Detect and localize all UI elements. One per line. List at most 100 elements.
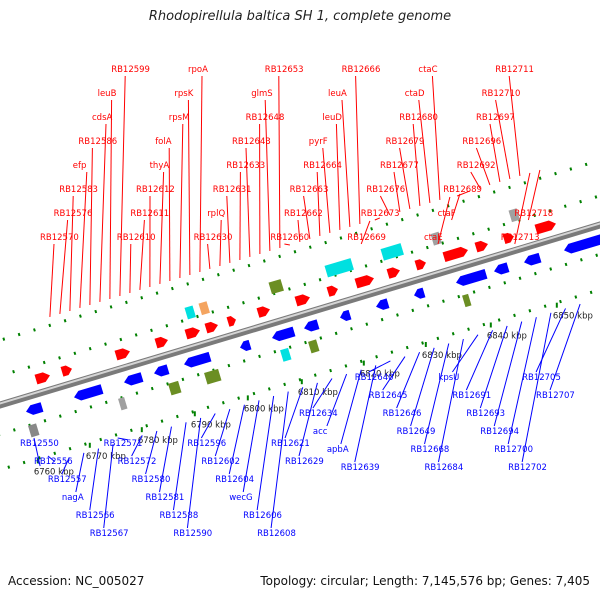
gene-label-leader: [355, 75, 361, 224]
feature-block: [204, 368, 222, 385]
gene-label: acc: [313, 427, 328, 437]
gene-label-leader: [89, 448, 99, 511]
gene-label-leader: [75, 452, 85, 493]
gene-label: RB12567: [90, 529, 129, 539]
gene-label-leader: [49, 243, 55, 317]
gene-label: ctaD: [405, 89, 425, 99]
gene-label: RB12608: [257, 529, 296, 539]
scale-label: 6770 kbp: [86, 452, 126, 462]
gene-label-leader: [239, 171, 241, 260]
gene-label: RB12599: [111, 65, 150, 75]
reverse-gene: [414, 287, 426, 299]
gene-label-leader: [322, 147, 331, 233]
feature-block: [198, 301, 210, 316]
gene-label-leader: [475, 147, 491, 186]
gene-label: RB12612: [136, 185, 175, 195]
gene-label: RB12588: [159, 511, 198, 521]
gene-label-leader: [256, 395, 275, 511]
gene-label-leader: [312, 378, 333, 409]
gene-label: RB12645: [369, 391, 408, 401]
gene-label-leader: [69, 195, 74, 311]
gene-label: RB12684: [424, 463, 463, 473]
gene-label-leader: [340, 369, 362, 445]
gene-label-leader: [119, 75, 126, 296]
gene-label: leuD: [322, 113, 342, 123]
gene-label: RB12668: [411, 445, 450, 455]
gene-label: RB12556: [34, 457, 73, 467]
gene-label: apbA: [327, 445, 349, 455]
gene-label: RB12705: [522, 373, 561, 383]
reverse-gene: [240, 339, 252, 351]
gene-label-leader: [278, 75, 281, 248]
gene-label: cdsA: [92, 113, 112, 123]
forward-gene: [326, 285, 338, 297]
feature-block: [280, 347, 292, 362]
gene-label: pyrF: [309, 137, 328, 147]
gene-label-leader: [396, 352, 421, 409]
gene-label-leader: [479, 325, 508, 409]
gene-label: RB12713: [501, 233, 540, 243]
gene-label-leader: [412, 123, 421, 206]
scale-label: 6780 kbp: [138, 436, 178, 446]
gene-label: RB12696: [462, 137, 501, 147]
forward-gene: [534, 220, 556, 235]
forward-gene: [60, 365, 72, 377]
gene-label: RB12680: [399, 113, 438, 123]
gene-label-leader: [368, 360, 391, 373]
reverse-gene: [154, 364, 170, 377]
gene-label-leader: [507, 317, 537, 445]
gene-label: rpoA: [188, 65, 208, 75]
reverse-gene: [456, 269, 488, 286]
feature-block: [184, 305, 196, 320]
gene-label-leader: [99, 123, 107, 302]
gene-label: RB12664: [303, 161, 342, 171]
gene-label-leader: [354, 365, 377, 463]
gene-label: leuA: [328, 89, 347, 99]
gene-label-leader: [129, 243, 132, 293]
gene-label-leader: [219, 219, 222, 266]
gene-label: RB12570: [40, 233, 79, 243]
gene-label: ctaF: [438, 209, 456, 219]
gene-label: RB12718: [514, 209, 553, 219]
gene-label: kpsU: [438, 373, 459, 383]
gene-label: RB12711: [495, 65, 534, 75]
gene-label-leader: [326, 373, 348, 427]
gene-label-leader: [284, 243, 290, 246]
feature-block: [508, 208, 520, 223]
gene-label: rpsM: [169, 113, 190, 123]
gene-label: RB12602: [201, 457, 240, 467]
gene-label: RB12677: [380, 161, 419, 171]
gene-label: RB12572: [118, 457, 157, 467]
gene-label: RB12660: [270, 233, 309, 243]
forward-gene: [184, 327, 200, 340]
gene-label-leader: [61, 457, 70, 475]
gene-label: RB12633: [226, 161, 265, 171]
gene-label-leader: [316, 171, 321, 236]
gene-label: RB12610: [117, 233, 156, 243]
gene-label-leader: [418, 99, 431, 204]
backbone-highlight: [0, 222, 600, 405]
scale-label: 6790 kbp: [191, 420, 231, 430]
feature-block: [430, 231, 442, 246]
gene-label-leader: [89, 147, 93, 305]
gene-label: RB12550: [20, 439, 59, 449]
scale-label: 6840 kbp: [487, 331, 527, 341]
accession-text: Accession: NC_005027: [8, 574, 145, 588]
feature-block: [380, 243, 404, 261]
gene-label: RB12606: [243, 511, 282, 521]
gene-label-leader: [431, 75, 441, 200]
forward-gene: [442, 246, 468, 262]
gene-label: RB12669: [347, 233, 386, 243]
genome-summary-text: Topology: circular; Length: 7,145,576 bp…: [260, 574, 590, 588]
gene-label-leader: [298, 382, 318, 457]
gene-label: RB12639: [341, 463, 380, 473]
gene-label-leader: [410, 347, 435, 427]
gene-label: rplQ: [207, 209, 225, 219]
gene-label-leader: [187, 99, 191, 275]
forward-gene: [502, 232, 514, 244]
forward-gene: [34, 372, 50, 385]
forward-gene: [256, 306, 270, 318]
gene-label: RB12649: [397, 427, 436, 437]
gene-label-leader: [159, 426, 172, 493]
